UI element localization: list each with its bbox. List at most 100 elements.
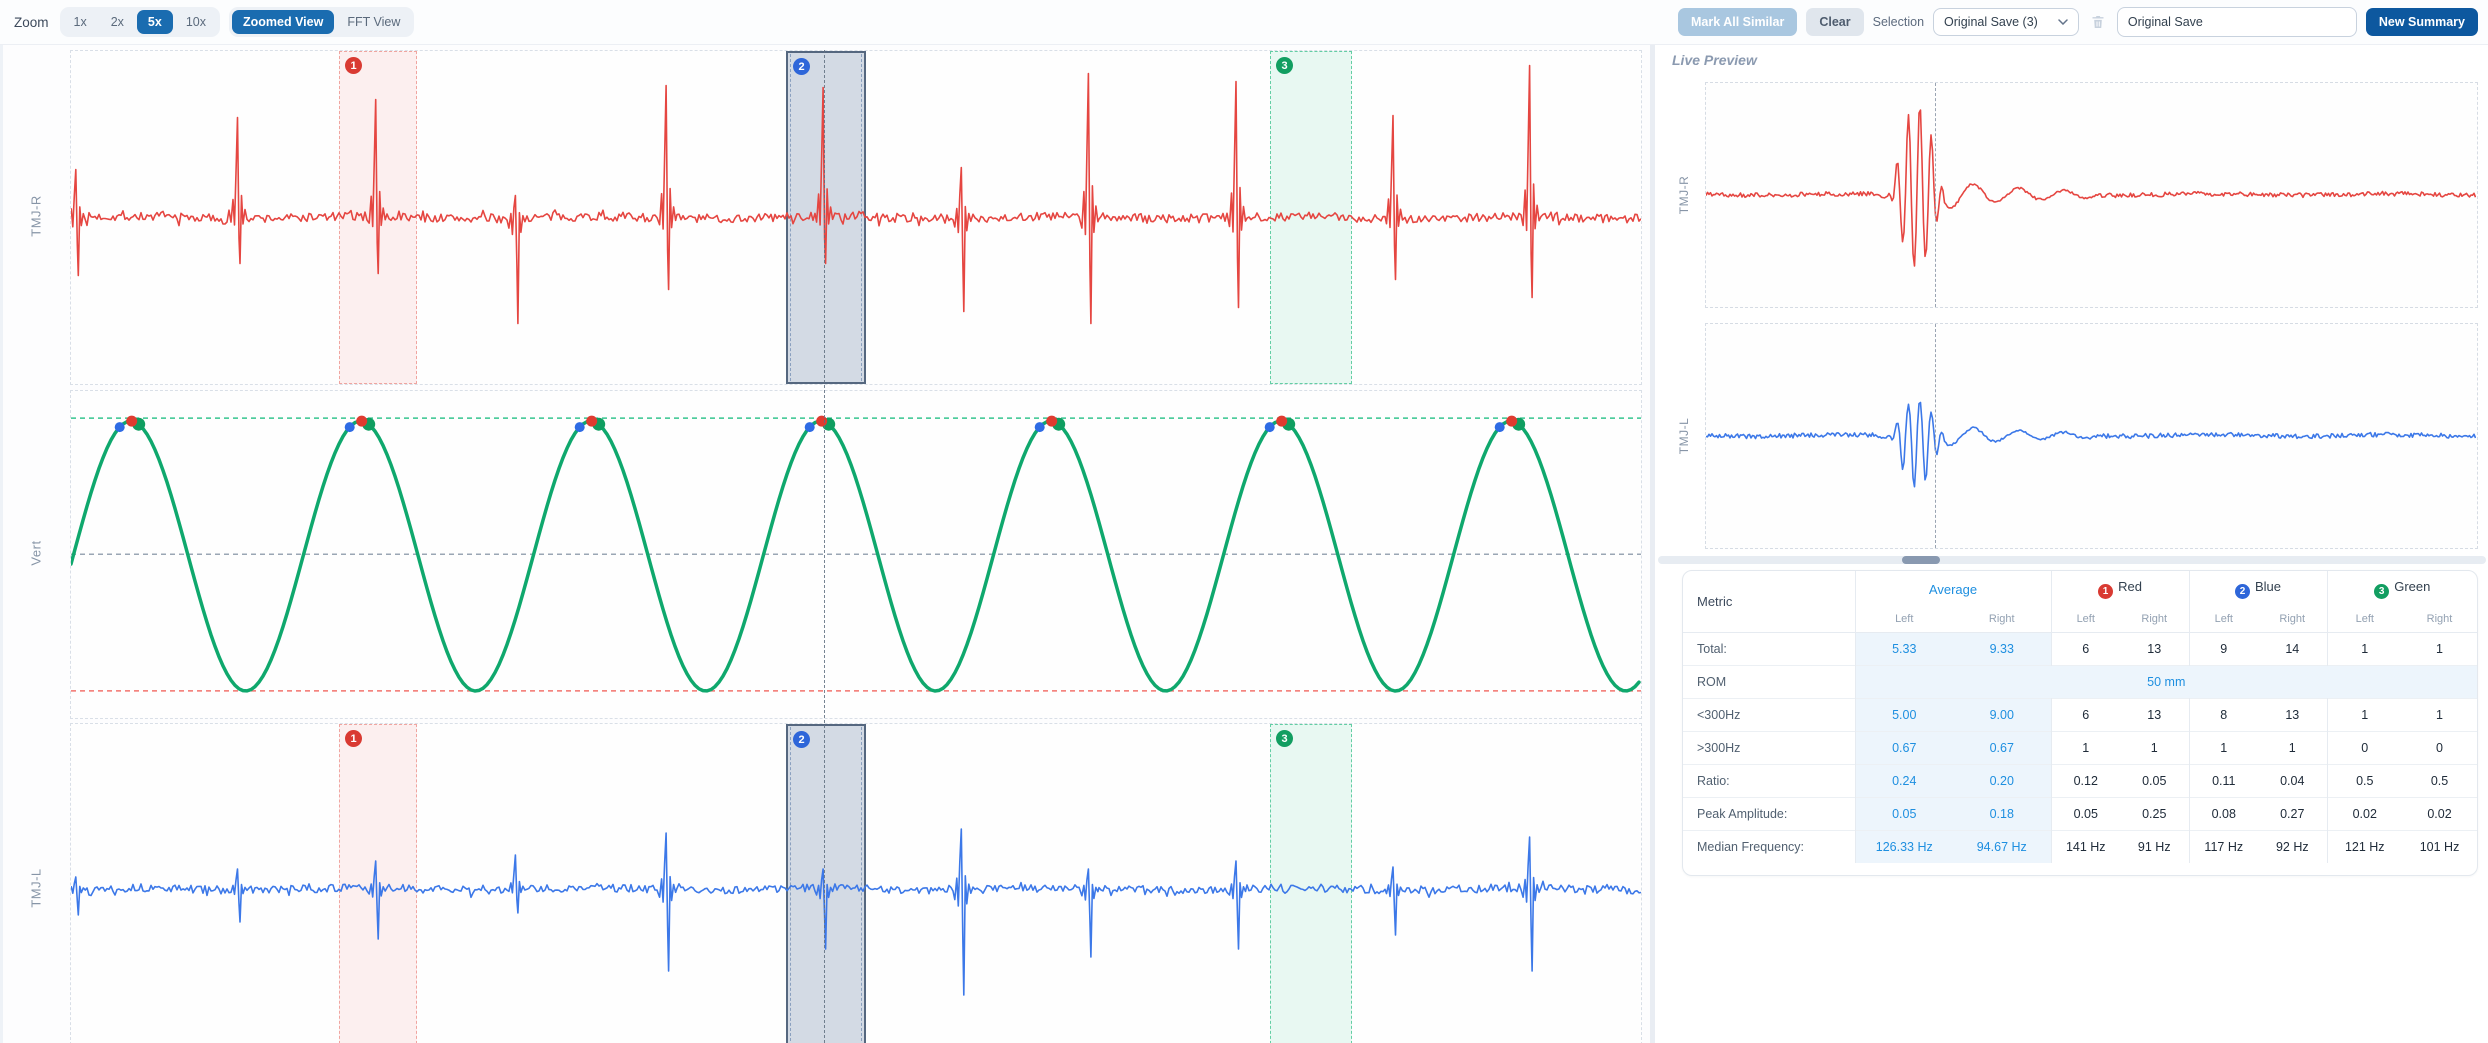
selection-region-1[interactable]: 1: [339, 724, 417, 1043]
cell-green-left: 0.02: [2326, 797, 2403, 830]
cell-blue-right: 0.27: [2280, 806, 2305, 821]
cell-blue-right: 13: [2285, 707, 2300, 722]
table-row: Peak Amplitude: 0.05 0.18 0.05 0.25 0.08 0.27 0…: [1683, 797, 2477, 830]
cell-avg-right: 94.67 Hz: [1953, 830, 2051, 863]
tmjr-signal-plot[interactable]: 1 2 3: [70, 50, 1642, 385]
cell-avg-right: 9.33: [1953, 632, 2051, 665]
region-1-badge: 1: [345, 57, 362, 74]
selection-region-2[interactable]: 2: [786, 724, 866, 1043]
table-row: ROM 50 mm: [1683, 665, 2477, 698]
red-badge: 1: [2098, 584, 2114, 599]
delete-selection-button[interactable]: [2088, 12, 2108, 32]
cell-red-right: 91 Hz: [2137, 839, 2171, 854]
table-row: Total: 5.33 9.33 6 13 9 14 1 1: [1683, 632, 2477, 665]
cell-avg-left: 126.33 Hz: [1854, 830, 1953, 863]
new-summary-button[interactable]: New Summary: [2365, 8, 2478, 36]
cell-green-left: 0.5: [2326, 764, 2403, 797]
cell-green-left: 0: [2326, 731, 2403, 764]
preview-cursor-line: [1935, 83, 1936, 307]
rom-span-value: 50 mm: [1854, 665, 2477, 698]
tmjl-waveform: [71, 828, 1641, 996]
cell-avg-left: 5.33: [1854, 632, 1953, 665]
vert-waveform: [71, 415, 1641, 693]
right-panel: Live Preview TMJ-R TMJ-L Metric Average …: [1655, 45, 2488, 1043]
vert-signal-plot[interactable]: [70, 390, 1642, 719]
cell-red-left: 6: [2050, 632, 2120, 665]
metric-label: Total:: [1697, 641, 1727, 656]
preview-scrollbar-track[interactable]: [1658, 556, 2486, 564]
zoom-label: Zoom: [14, 14, 49, 30]
cell-green-right: 0.5: [2430, 773, 2449, 788]
time-cursor-line[interactable]: [824, 50, 825, 1043]
cell-green-left: 1: [2326, 698, 2403, 731]
cell-red-left: 0.12: [2050, 764, 2120, 797]
average-group-header: Average: [1854, 571, 2051, 607]
zoom-2x-button[interactable]: 2x: [100, 10, 135, 34]
preview-tmjl-plot[interactable]: [1705, 323, 2478, 549]
green-badge: 3: [2374, 584, 2390, 599]
cell-red-right: 13: [2147, 707, 2162, 722]
cell-blue-left: 8: [2188, 698, 2259, 731]
sub-header-left: Left: [2050, 607, 2120, 632]
cell-red-left: 0.05: [2050, 797, 2120, 830]
selection-label: Selection: [1872, 15, 1925, 29]
cell-green-left: 121 Hz: [2326, 830, 2403, 863]
metric-label: Median Frequency:: [1697, 839, 1805, 854]
panel-divider[interactable]: [1650, 45, 1655, 1043]
cell-green-right: 1: [2436, 641, 2443, 656]
save-name-input[interactable]: [2116, 7, 2357, 37]
top-toolbar: Zoom 1x 2x 5x 10x Zoomed View FFT View Mark …: [0, 0, 2488, 45]
sub-header-right: Right: [2141, 613, 2168, 626]
green-group-header: 3 Green: [2326, 571, 2477, 607]
cell-green-right: 1: [2436, 707, 2443, 722]
sub-header-right: Right: [2426, 613, 2453, 626]
region-2-badge: 2: [793, 58, 810, 75]
cell-avg-right: 0.20: [1953, 764, 2051, 797]
cell-blue-left: 117 Hz: [2188, 830, 2259, 863]
metric-label: Peak Amplitude:: [1697, 806, 1788, 821]
cell-red-left: 141 Hz: [2050, 830, 2120, 863]
cell-green-right: 0: [2436, 740, 2443, 755]
sub-header-right: Right: [2279, 613, 2306, 626]
preview-tmjl-waveform: [1705, 401, 2477, 488]
tmjr-waveform: [71, 64, 1641, 325]
zoom-10x-button[interactable]: 10x: [175, 10, 217, 34]
cell-green-right: 101 Hz: [2419, 839, 2460, 854]
metric-label: <300Hz: [1697, 707, 1741, 722]
selection-region-3[interactable]: 3: [1270, 724, 1352, 1043]
table-row: >300Hz 0.67 0.67 1 1 1 1 0 0: [1683, 731, 2477, 764]
preview-tmjr-plot[interactable]: [1705, 82, 2478, 308]
blue-group-header: 2 Blue: [2188, 571, 2328, 607]
cell-avg-left: 5.00: [1854, 698, 1953, 731]
cell-blue-right: 1: [2288, 740, 2296, 755]
cell-green-right: 0.02: [2427, 806, 2452, 821]
cell-avg-right: 0.67: [1953, 731, 2051, 764]
cell-blue-right: 0.04: [2280, 773, 2305, 788]
zoom-1x-button[interactable]: 1x: [63, 10, 98, 34]
cell-red-right: 1: [2150, 740, 2158, 755]
metric-label: Ratio:: [1697, 773, 1730, 788]
tmjl-axis-label: TMJ-L: [28, 868, 44, 908]
preview-tmjl-label: TMJ-L: [1677, 417, 1691, 455]
sub-header-left: Left: [2188, 607, 2259, 632]
region-2-badge: 2: [793, 731, 810, 748]
cell-red-left: 6: [2050, 698, 2120, 731]
tmjl-signal-plot[interactable]: 1 2 3: [70, 723, 1642, 1043]
mark-all-similar-button[interactable]: Mark All Similar: [1678, 8, 1798, 36]
cell-avg-left: 0.67: [1854, 731, 1953, 764]
sub-header-left: Left: [1854, 607, 1953, 632]
metric-label: >300Hz: [1697, 740, 1741, 755]
selection-dropdown[interactable]: Original Save (3): [1933, 8, 2079, 36]
zoomed-view-button[interactable]: Zoomed View: [231, 10, 335, 34]
cell-blue-left: 9: [2188, 632, 2259, 665]
cell-blue-right: 92 Hz: [2275, 839, 2309, 854]
red-group-header: 1 Red: [2050, 571, 2190, 607]
metric-label: ROM: [1697, 674, 1727, 689]
sub-header-right: Right: [1988, 613, 2015, 626]
cell-red-right: 0.25: [2142, 806, 2167, 821]
zoom-5x-button[interactable]: 5x: [136, 10, 173, 34]
fft-view-button[interactable]: FFT View: [336, 10, 411, 34]
clear-button[interactable]: Clear: [1806, 8, 1864, 36]
metric-column-header: Metric: [1697, 593, 1733, 609]
preview-scrollbar-thumb[interactable]: [1902, 556, 1940, 564]
